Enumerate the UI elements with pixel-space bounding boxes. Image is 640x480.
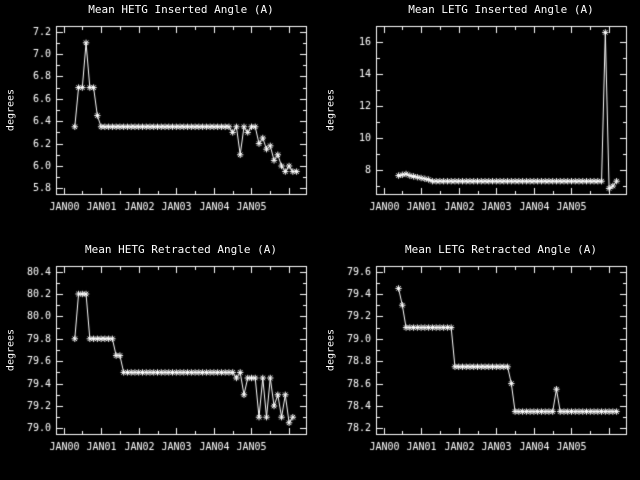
panel-hetg-retracted: Mean HETG Retracted Angle (A) degrees (0, 240, 320, 480)
chart-title-letg-retracted: Mean LETG Retracted Angle (A) (404, 243, 598, 256)
panel-hetg-inserted: Mean HETG Inserted Angle (A) degrees (0, 0, 320, 240)
plot-canvas-letg-inserted (320, 0, 640, 240)
y-axis-label-letg-retracted: degrees (325, 328, 337, 372)
chart-title-hetg-retracted: Mean HETG Retracted Angle (A) (84, 243, 278, 256)
y-axis-label-hetg-retracted: degrees (5, 328, 17, 372)
chart-title-hetg-inserted: Mean HETG Inserted Angle (A) (88, 3, 274, 16)
plot-canvas-hetg-inserted (0, 0, 320, 240)
y-axis-label-letg-inserted: degrees (325, 88, 337, 132)
panel-letg-retracted: Mean LETG Retracted Angle (A) degrees (320, 240, 640, 480)
plot-canvas-letg-retracted (320, 240, 640, 480)
chart-title-letg-inserted: Mean LETG Inserted Angle (A) (408, 3, 594, 16)
y-axis-label-hetg-inserted: degrees (5, 88, 17, 132)
panel-letg-inserted: Mean LETG Inserted Angle (A) degrees (320, 0, 640, 240)
plot-canvas-hetg-retracted (0, 240, 320, 480)
